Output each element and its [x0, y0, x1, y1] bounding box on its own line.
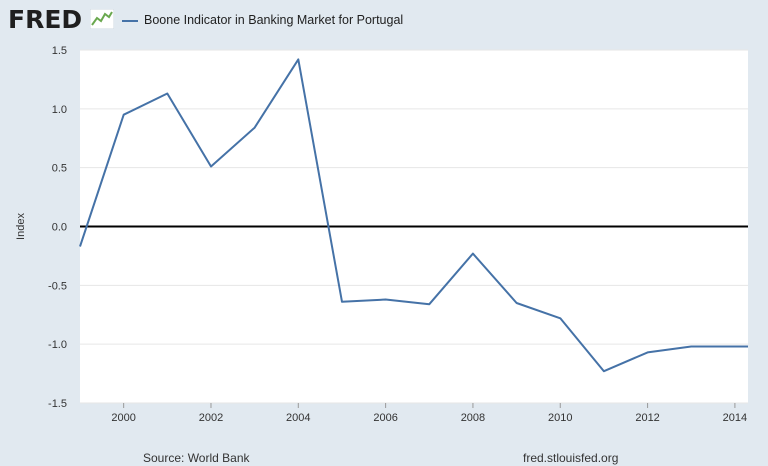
fred-logo[interactable]: FRED: [8, 5, 83, 34]
y-axis-label: Index: [15, 213, 27, 240]
x-tick-label: 2002: [199, 412, 223, 424]
source-note: Source: World Bank: [143, 451, 250, 465]
x-tick-label: 2008: [461, 412, 485, 424]
legend-label[interactable]: Boone Indicator in Banking Market for Po…: [144, 13, 404, 27]
x-tick-label: 2012: [635, 412, 659, 424]
y-tick-label: 1.5: [52, 45, 67, 57]
x-tick-label: 2004: [286, 412, 310, 424]
y-tick-label: -1.5: [48, 398, 67, 410]
fred-url[interactable]: fred.stlouisfed.org: [523, 451, 619, 465]
x-tick-label: 2014: [723, 412, 747, 424]
series-line[interactable]: [79, 58, 748, 373]
y-tick-label: -1.0: [48, 339, 67, 351]
fred-logo-chart-icon: [90, 9, 114, 29]
y-tick-label: 0.5: [52, 163, 67, 175]
y-tick-label: 0.0: [52, 222, 67, 234]
chart-header: FRED Boone Indicator in Banking Market f…: [0, 0, 768, 44]
y-tick-label: 1.0: [52, 104, 67, 116]
legend-swatch: [122, 20, 138, 22]
y-tick-label: -0.5: [48, 280, 67, 292]
x-tick-label: 2000: [111, 412, 135, 424]
x-tick-label: 2006: [373, 412, 397, 424]
x-tick-label: 2010: [548, 412, 572, 424]
